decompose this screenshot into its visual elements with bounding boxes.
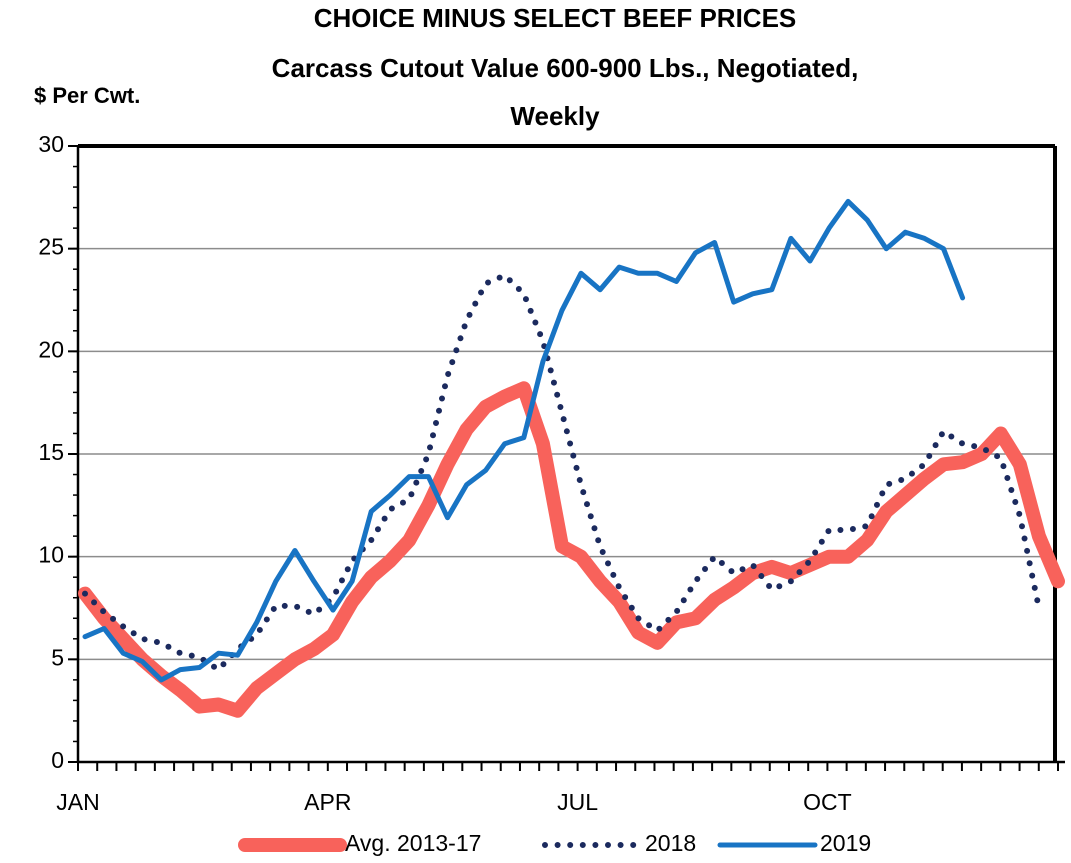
chart-title: CHOICE MINUS SELECT BEEF PRICES	[314, 3, 797, 33]
y-tick-label: 20	[38, 336, 64, 362]
series-line	[82, 272, 1042, 673]
y-tick-label: 0	[51, 747, 64, 773]
x-tick-label: JUL	[557, 789, 598, 815]
y-tick-label: 10	[38, 542, 64, 568]
y-tick-label: 25	[38, 234, 64, 260]
y-tick-label: 30	[38, 131, 64, 157]
x-tick-label: APR	[304, 789, 351, 815]
legend-label: 2019	[820, 830, 871, 856]
chart-subtitle: Weekly	[510, 101, 600, 131]
y-tick-label: 15	[38, 439, 64, 465]
series-line	[78, 381, 1065, 718]
legend-label: Avg. 2013-17	[345, 830, 481, 856]
series-line	[82, 198, 966, 683]
chart-subtitle: Carcass Cutout Value 600-900 Lbs., Negot…	[272, 53, 859, 83]
x-tick-label: JAN	[56, 789, 99, 815]
y-axis-label: $ Per Cwt.	[34, 83, 140, 108]
y-tick-label: 5	[51, 644, 64, 670]
legend-label: 2018	[645, 830, 696, 856]
x-tick-label: OCT	[803, 789, 852, 815]
